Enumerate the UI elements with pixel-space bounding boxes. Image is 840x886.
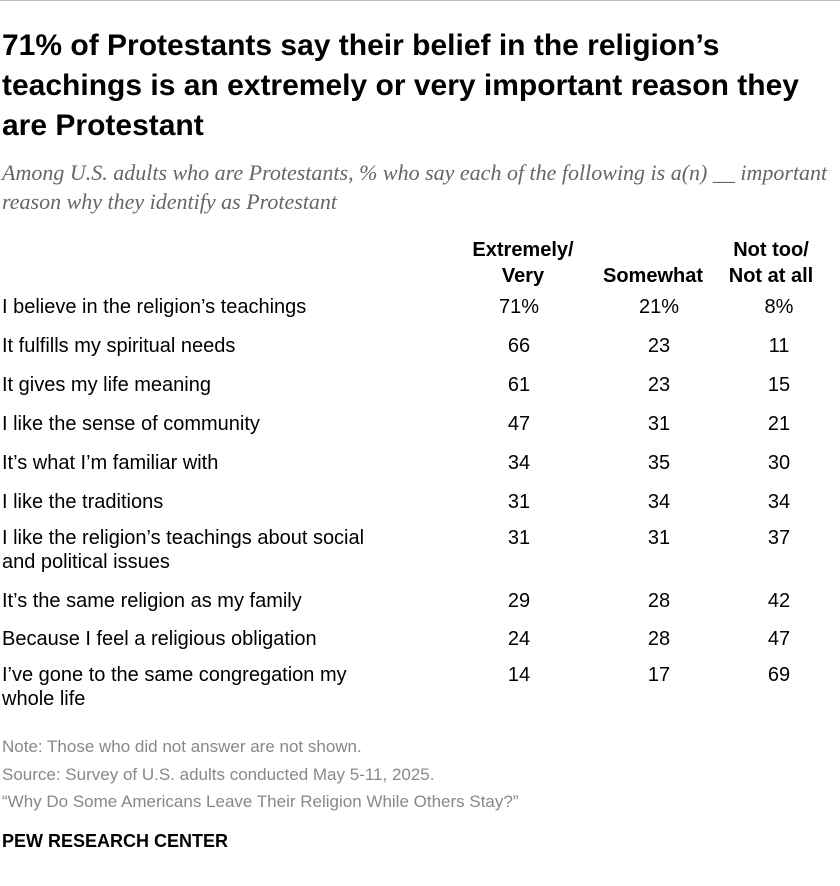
report-title: “Why Do Some Americans Leave Their Relig… <box>2 792 519 811</box>
row-label: It gives my life meaning <box>2 374 211 396</box>
value-cell-somewhat: 23 <box>647 335 671 357</box>
value-cell-not-too: 30 <box>767 452 791 474</box>
value-cell-not-too: 15 <box>767 374 791 396</box>
value-cell-somewhat: 23 <box>647 374 671 396</box>
footnote: Note: Those who did not answer are not s… <box>2 737 362 756</box>
column-header-not-too-not-at-all: Not too/ Not at all <box>706 237 836 289</box>
value-cell-somewhat: 17 <box>647 664 671 686</box>
value-cell-not-too: 69 <box>767 664 791 686</box>
value-cell-extremely-very: 31 <box>507 527 531 549</box>
row-label: I like the traditions <box>2 491 164 513</box>
column-header-line: Not at all <box>728 265 814 287</box>
brand-logo-text: PEW RESEARCH CENTER <box>2 831 229 851</box>
value-cell-extremely-very: 47 <box>507 413 531 435</box>
value-cell-extremely-very: 34 <box>507 452 531 474</box>
value-cell-not-too: 34 <box>767 491 791 513</box>
value-cell-extremely-very: 29 <box>507 590 531 612</box>
value-cell-extremely-very: 71% <box>498 296 540 318</box>
value-cell-extremely-very: 24 <box>507 628 531 650</box>
value-cell-somewhat: 31 <box>647 413 671 435</box>
row-label: It fulfills my spiritual needs <box>2 335 236 357</box>
value-cell-somewhat: 28 <box>647 590 671 612</box>
chart-subtitle: Among U.S. adults who are Protestants, %… <box>2 160 828 214</box>
column-header-line: Not too/ <box>733 239 809 261</box>
column-header-somewhat: Somewhat <box>588 263 718 289</box>
value-cell-somewhat: 31 <box>647 527 671 549</box>
value-cell-extremely-very: 66 <box>507 335 531 357</box>
value-cell-not-too: 37 <box>767 527 791 549</box>
column-header-line: Extremely/ <box>472 239 574 261</box>
source-note: Source: Survey of U.S. adults conducted … <box>2 765 435 784</box>
column-header-line: Somewhat <box>602 265 704 287</box>
value-cell-extremely-very: 14 <box>507 664 531 686</box>
row-label: I like the sense of community <box>2 413 260 435</box>
row-label: I like the religion’s teachings about so… <box>2 527 365 573</box>
value-cell-not-too: 21 <box>767 413 791 435</box>
row-label: It’s the same religion as my family <box>2 590 302 612</box>
top-divider <box>0 0 840 1</box>
value-cell-not-too: 47 <box>767 628 791 650</box>
row-label: I’ve gone to the same congregation my wh… <box>2 664 347 710</box>
column-header-line: Very <box>501 265 545 287</box>
value-cell-somewhat: 28 <box>647 628 671 650</box>
column-header-extremely-very: Extremely/ Very <box>450 237 596 289</box>
value-cell-somewhat: 21% <box>638 296 680 318</box>
row-label: Because I feel a religious obligation <box>2 628 317 650</box>
value-cell-extremely-very: 31 <box>507 491 531 513</box>
chart-title: 71% of Protestants say their belief in t… <box>2 29 799 142</box>
value-cell-somewhat: 34 <box>647 491 671 513</box>
value-cell-not-too: 8% <box>764 296 794 318</box>
value-cell-somewhat: 35 <box>647 452 671 474</box>
value-cell-not-too: 11 <box>768 335 790 357</box>
row-label: I believe in the religion’s teachings <box>2 296 307 318</box>
row-label: It’s what I’m familiar with <box>2 452 219 474</box>
value-cell-extremely-very: 61 <box>507 374 531 396</box>
value-cell-not-too: 42 <box>767 590 791 612</box>
